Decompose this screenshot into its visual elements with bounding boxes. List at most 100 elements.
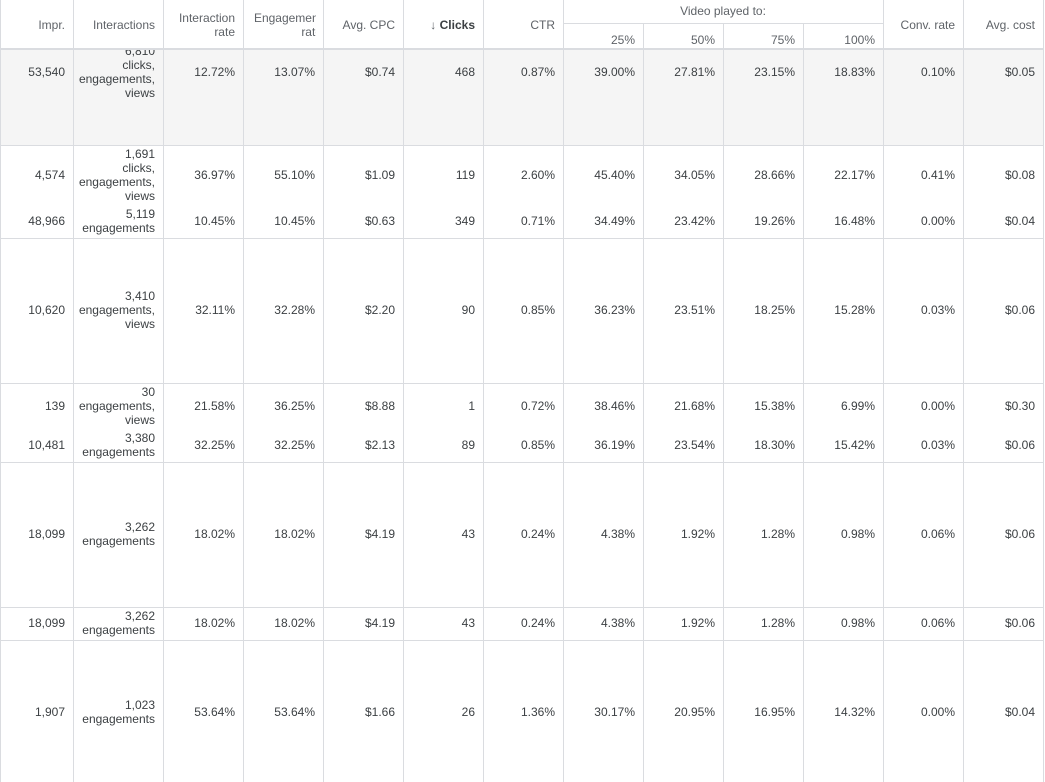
cell-impr: 18,099 xyxy=(28,527,65,541)
column-divider xyxy=(963,0,964,782)
cell-video-75: 28.66% xyxy=(754,168,795,182)
column-header-impr[interactable]: Impr. xyxy=(38,18,65,32)
cell-video-50: 1.92% xyxy=(680,616,715,630)
cell-interactions: 5,119 engagements xyxy=(82,207,155,235)
column-divider xyxy=(0,0,1,782)
cell-conv-rate: 0.06% xyxy=(920,527,955,541)
cell-impr: 48,966 xyxy=(28,214,65,228)
cell-video-100: 16.48% xyxy=(834,214,875,228)
column-header-video-75[interactable]: 75% xyxy=(770,33,795,47)
column-header-video-100[interactable]: 100% xyxy=(844,33,875,47)
cell-avg-cpc: $4.19 xyxy=(364,616,395,630)
column-header-interaction-rate[interactable]: Interaction rate xyxy=(163,11,243,39)
table-row[interactable]: 1,907 1,023 engagements 53.64% 53.64% $1.66 26… xyxy=(0,640,1044,782)
cell-impr: 1,907 xyxy=(34,705,65,719)
cell-clicks: 90 xyxy=(461,303,475,317)
cell-video-50: 23.51% xyxy=(674,303,715,317)
row-divider xyxy=(0,383,1044,384)
column-header-avg-cost[interactable]: Avg. cost xyxy=(985,18,1035,32)
column-divider xyxy=(803,23,804,782)
cell-video-100: 15.42% xyxy=(834,438,875,452)
cell-conv-rate: 0.00% xyxy=(920,214,955,228)
column-header-engagement-rate[interactable]: Engagement rate xyxy=(243,11,316,39)
cell-interactions: 1,691 clicks, engagements, views xyxy=(78,147,155,203)
cell-interactions: 6,810 clicks, engagements, views xyxy=(78,50,155,100)
column-divider xyxy=(1043,0,1044,782)
cell-video-50: 20.95% xyxy=(674,705,715,719)
cell-video-50: 23.54% xyxy=(674,438,715,452)
column-header-interactions[interactable]: Interactions xyxy=(92,18,155,32)
cell-engagement-rate: 18.02% xyxy=(274,527,315,541)
cell-engagement-rate: 18.02% xyxy=(274,616,315,630)
column-header-avg-cpc[interactable]: Avg. CPC xyxy=(342,18,395,32)
cell-video-25: 30.17% xyxy=(594,705,635,719)
cell-video-50: 21.68% xyxy=(674,399,715,413)
cell-video-50: 1.92% xyxy=(680,527,715,541)
cell-video-25: 45.40% xyxy=(594,168,635,182)
table-row[interactable]: 18,099 3,262 engagements 18.02% 18.02% $4.19 4… xyxy=(0,607,1044,640)
cell-ctr: 0.87% xyxy=(520,65,555,79)
cell-interactions: 30 engagements, views xyxy=(78,385,155,427)
column-header-conv-rate[interactable]: Conv. rate xyxy=(900,18,955,32)
cell-interactions: 3,380 engagements xyxy=(82,431,155,459)
cell-ctr: 0.24% xyxy=(520,527,555,541)
group-divider xyxy=(563,23,883,24)
table-row[interactable]: 139 30 engagements, views 21.58% 36.25% $8.88 1… xyxy=(0,383,1044,462)
cell-video-75: 16.95% xyxy=(754,705,795,719)
cell-avg-cost: $0.06 xyxy=(1004,616,1035,630)
cell-ctr: 0.72% xyxy=(520,399,555,413)
column-header-video-25[interactable]: 25% xyxy=(610,33,635,47)
column-divider xyxy=(73,0,74,782)
cell-clicks: 1 xyxy=(468,399,475,413)
cell-avg-cost: $0.04 xyxy=(1004,214,1035,228)
cell-engagement-rate: 32.25% xyxy=(274,438,315,452)
column-header-label: Engagement rate xyxy=(253,11,316,39)
cell-avg-cost: $0.05 xyxy=(1004,65,1035,79)
cell-engagement-rate: 53.64% xyxy=(274,705,315,719)
cell-interactions: 3,262 engagements xyxy=(82,520,155,548)
table-row[interactable]: 10,620 3,410 engagements, views 32.11% 32.28%… xyxy=(0,238,1044,383)
cell-interactions: 3,262 engagements xyxy=(82,609,155,637)
column-header-clicks[interactable]: ↓ Clicks xyxy=(403,18,483,32)
cell-video-50: 34.05% xyxy=(674,168,715,182)
cell-avg-cpc: $0.63 xyxy=(364,214,395,228)
cell-engagement-rate: 36.25% xyxy=(274,399,315,413)
cell-interaction-rate: 18.02% xyxy=(194,616,235,630)
cell-engagement-rate: 55.10% xyxy=(274,168,315,182)
cell-interaction-rate: 32.11% xyxy=(195,303,235,317)
column-group-video-played: Video played to: xyxy=(680,4,766,18)
cell-avg-cpc: $2.13 xyxy=(364,438,395,452)
row-divider xyxy=(0,607,1044,608)
cell-interaction-rate: 53.64% xyxy=(194,705,235,719)
cell-avg-cpc: $8.88 xyxy=(364,399,395,413)
cell-interaction-rate: 36.97% xyxy=(194,168,235,182)
row-divider xyxy=(0,145,1044,146)
cell-video-100: 14.32% xyxy=(834,705,875,719)
table-row[interactable]: 18,099 3,262 engagements 18.02% 18.02% $4.19 4… xyxy=(0,462,1044,607)
cell-conv-rate: 0.03% xyxy=(920,303,955,317)
column-header-ctr[interactable]: CTR xyxy=(530,18,555,32)
table-row[interactable]: 53,540 6,810 clicks, engagements, views 12.72… xyxy=(0,50,1044,145)
cell-clicks: 468 xyxy=(454,65,475,79)
table-row[interactable]: 4,574 1,691 clicks, engagements, views 36.97%… xyxy=(0,145,1044,238)
cell-avg-cost: $0.06 xyxy=(1004,527,1035,541)
cell-impr: 10,620 xyxy=(28,303,65,317)
cell-ctr: 0.71% xyxy=(520,214,555,228)
cell-video-100: 6.99% xyxy=(840,399,875,413)
cell-video-100: 22.17% xyxy=(834,168,875,182)
cell-ctr: 1.36% xyxy=(520,705,555,719)
column-divider xyxy=(883,0,884,782)
cell-interaction-rate: 21.58% xyxy=(194,399,235,413)
cell-video-25: 4.38% xyxy=(600,616,635,630)
column-header-video-50[interactable]: 50% xyxy=(690,33,715,47)
cell-clicks: 43 xyxy=(461,527,475,541)
cell-avg-cost: $0.04 xyxy=(1004,705,1035,719)
column-divider xyxy=(163,0,164,782)
cell-interactions: 1,023 engagements xyxy=(82,698,155,726)
cell-conv-rate: 0.41% xyxy=(920,168,955,182)
cell-conv-rate: 0.10% xyxy=(920,65,955,79)
column-divider xyxy=(643,23,644,782)
cell-conv-rate: 0.00% xyxy=(920,399,955,413)
cell-clicks: 349 xyxy=(454,214,475,228)
